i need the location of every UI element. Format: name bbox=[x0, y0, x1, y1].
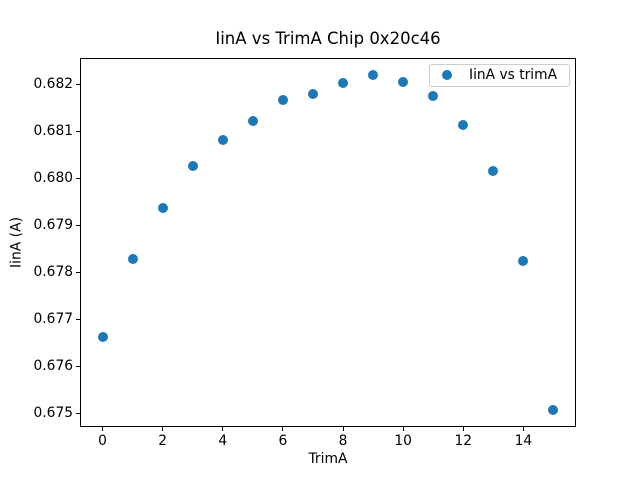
plot-area: IinA vs trimA bbox=[80, 57, 576, 428]
x-tick-label: 10 bbox=[394, 433, 412, 450]
data-point bbox=[307, 89, 318, 100]
y-tick-mark bbox=[76, 225, 80, 227]
data-point bbox=[338, 78, 349, 89]
y-tick-label: 0.681 bbox=[33, 123, 74, 140]
data-point bbox=[458, 119, 469, 130]
data-point bbox=[518, 255, 529, 266]
y-tick-label: 0.682 bbox=[33, 76, 74, 93]
data-point bbox=[398, 77, 409, 88]
x-tick-mark bbox=[462, 427, 464, 432]
data-point bbox=[488, 165, 499, 176]
x-tick-mark bbox=[342, 427, 344, 432]
x-tick-mark bbox=[522, 427, 524, 432]
data-point bbox=[217, 134, 228, 145]
legend-label: IinA vs trimA bbox=[469, 67, 558, 84]
y-tick-label: 0.680 bbox=[33, 170, 74, 187]
x-tick-label: 4 bbox=[218, 433, 228, 450]
x-axis-label: TrimA bbox=[308, 451, 348, 467]
data-point bbox=[277, 95, 288, 106]
data-point bbox=[97, 332, 108, 343]
data-point bbox=[127, 253, 138, 264]
x-tick-mark bbox=[222, 427, 224, 432]
data-point bbox=[187, 160, 198, 171]
y-tick-mark bbox=[76, 84, 80, 86]
legend: IinA vs trimA bbox=[429, 63, 570, 87]
legend-dot-icon bbox=[442, 70, 452, 81]
x-tick-mark bbox=[162, 427, 164, 432]
y-tick-mark bbox=[76, 366, 80, 368]
y-tick-mark bbox=[76, 272, 80, 274]
chart-title: IinA vs TrimA Chip 0x20c46 bbox=[215, 29, 441, 48]
y-tick-mark bbox=[76, 131, 80, 133]
y-tick-label: 0.675 bbox=[33, 405, 74, 422]
x-tick-mark bbox=[282, 427, 284, 432]
x-tick-label: 14 bbox=[514, 433, 533, 450]
y-tick-mark bbox=[76, 178, 80, 180]
data-point bbox=[157, 202, 168, 213]
y-tick-label: 0.678 bbox=[33, 264, 74, 281]
x-tick-label: 6 bbox=[278, 433, 288, 450]
data-point bbox=[548, 405, 559, 416]
y-tick-label: 0.676 bbox=[33, 358, 74, 375]
x-tick-label: 2 bbox=[158, 433, 168, 450]
x-tick-label: 8 bbox=[338, 433, 348, 450]
x-tick-label: 0 bbox=[98, 433, 107, 450]
x-tick-label: 12 bbox=[454, 433, 473, 450]
data-point bbox=[368, 69, 379, 80]
y-axis-label: IinA (A) bbox=[8, 216, 25, 269]
data-point bbox=[428, 90, 439, 101]
y-tick-mark bbox=[76, 413, 80, 415]
y-tick-label: 0.677 bbox=[33, 311, 74, 328]
x-tick-mark bbox=[102, 427, 104, 432]
x-tick-mark bbox=[402, 427, 404, 432]
y-tick-mark bbox=[76, 319, 80, 321]
data-point bbox=[247, 115, 258, 126]
y-tick-label: 0.679 bbox=[33, 217, 74, 234]
